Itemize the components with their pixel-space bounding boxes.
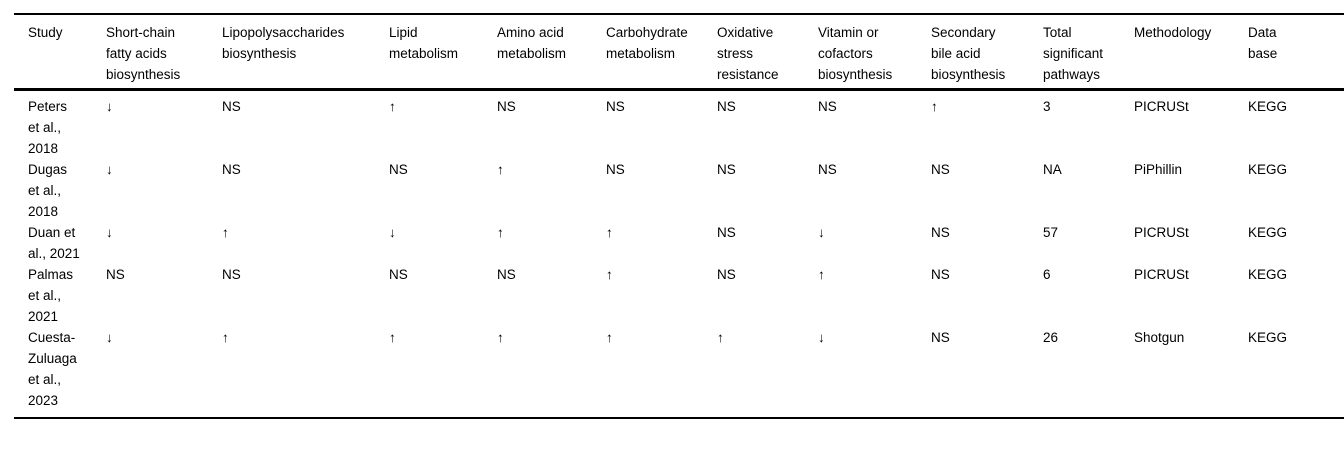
value-cell: KEGG <box>1248 162 1288 177</box>
value-cell: ↑ <box>497 225 504 240</box>
column-header: Lipopolysaccharides biosynthesis <box>222 14 389 91</box>
value-cell: PICRUSt <box>1134 267 1189 282</box>
value-cell: NS <box>717 99 736 114</box>
value-cell: NS <box>606 162 625 177</box>
value-cell: NS <box>222 267 241 282</box>
study-cell: Peters et al., 2018 <box>28 99 68 156</box>
value-cell: ↑ <box>818 267 825 282</box>
table-row: Cuesta-Zuluaga et al., 2023 ↓ ↑ ↑ ↑ ↑ ↑ ↓ NS 26 Sh… <box>14 327 1344 418</box>
table-header: Study Short-chain fatty acids biosynthesi… <box>14 14 1344 91</box>
value-cell: KEGG <box>1248 99 1288 114</box>
value-cell: ↑ <box>389 99 396 114</box>
study-cell: Duan et al., 2021 <box>28 225 80 261</box>
value-cell: 57 <box>1043 225 1059 240</box>
value-cell: NS <box>497 99 516 114</box>
value-cell: PICRUSt <box>1134 225 1189 240</box>
value-cell: NS <box>931 162 950 177</box>
column-header: Total significant pathways <box>1043 14 1134 91</box>
value-cell: NS <box>717 267 736 282</box>
value-cell: NS <box>222 162 241 177</box>
table-header-row: Study Short-chain fatty acids biosynthesi… <box>14 14 1344 91</box>
value-cell: NA <box>1043 162 1062 177</box>
value-cell: ↓ <box>106 225 113 240</box>
column-header: Oxidative stress resistance <box>717 14 818 91</box>
value-cell: NS <box>497 267 516 282</box>
value-cell: ↓ <box>106 330 113 345</box>
value-cell: 26 <box>1043 330 1059 345</box>
value-cell: ↓ <box>818 330 825 345</box>
study-cell: Dugas et al., 2018 <box>28 162 68 219</box>
value-cell: ↑ <box>606 330 613 345</box>
value-cell: KEGG <box>1248 330 1288 345</box>
value-cell: NS <box>931 330 950 345</box>
value-cell: NS <box>717 162 736 177</box>
pathway-comparison-table: Study Short-chain fatty acids biosynthesi… <box>14 13 1344 419</box>
value-cell: NS <box>818 162 837 177</box>
value-cell: NS <box>606 99 625 114</box>
value-cell: ↑ <box>931 99 938 114</box>
value-cell: KEGG <box>1248 225 1288 240</box>
value-cell: ↑ <box>606 225 613 240</box>
column-header: Amino acid metabolism <box>497 14 606 91</box>
value-cell: NS <box>818 99 837 114</box>
column-header: Secondary bile acid biosynthesis <box>931 14 1043 91</box>
value-cell: PiPhillin <box>1134 162 1183 177</box>
column-header: Data base <box>1248 14 1344 91</box>
value-cell: ↓ <box>106 162 113 177</box>
study-cell: Cuesta-Zuluaga et al., 2023 <box>28 330 77 408</box>
value-cell: 6 <box>1043 267 1051 282</box>
column-header: Lipid metabolism <box>389 14 497 91</box>
value-cell: ↑ <box>222 225 229 240</box>
table-body: Peters et al., 2018 ↓ NS ↑ NS NS NS NS ↑ 3 PICRUSt… <box>14 90 1344 419</box>
column-header: Carbohydrate metabolism <box>606 14 717 91</box>
column-header: Vitamin or cofactors biosynthesis <box>818 14 931 91</box>
value-cell: NS <box>931 267 950 282</box>
value-cell: 3 <box>1043 99 1051 114</box>
value-cell: PICRUSt <box>1134 99 1189 114</box>
table-row: Peters et al., 2018 ↓ NS ↑ NS NS NS NS ↑ 3 PICRUSt… <box>14 90 1344 160</box>
value-cell: NS <box>389 267 408 282</box>
value-cell: ↑ <box>389 330 396 345</box>
column-header: Short-chain fatty acids biosynthesis <box>106 14 222 91</box>
value-cell: ↑ <box>717 330 724 345</box>
value-cell: NS <box>931 225 950 240</box>
column-header: Study <box>14 14 106 91</box>
value-cell: ↑ <box>222 330 229 345</box>
table-row: Palmas et al., 2021 NS NS NS NS ↑ NS ↑ NS 6 PICRUS… <box>14 264 1344 327</box>
value-cell: NS <box>389 162 408 177</box>
value-cell: ↑ <box>606 267 613 282</box>
column-header: Methodology <box>1134 14 1248 91</box>
value-cell: ↑ <box>497 330 504 345</box>
value-cell: NS <box>106 267 125 282</box>
value-cell: KEGG <box>1248 267 1288 282</box>
value-cell: NS <box>717 225 736 240</box>
value-cell: ↓ <box>106 99 113 114</box>
value-cell: ↓ <box>389 225 396 240</box>
value-cell: ↑ <box>497 162 504 177</box>
value-cell: NS <box>222 99 241 114</box>
value-cell: ↓ <box>818 225 825 240</box>
value-cell: Shotgun <box>1134 330 1185 345</box>
study-cell: Palmas et al., 2021 <box>28 267 74 324</box>
table-row: Duan et al., 2021 ↓ ↑ ↓ ↑ ↑ NS ↓ NS 57 PICRUSt KEGG <box>14 222 1344 264</box>
table-row: Dugas et al., 2018 ↓ NS NS ↑ NS NS NS NS NA PiPhil… <box>14 159 1344 222</box>
